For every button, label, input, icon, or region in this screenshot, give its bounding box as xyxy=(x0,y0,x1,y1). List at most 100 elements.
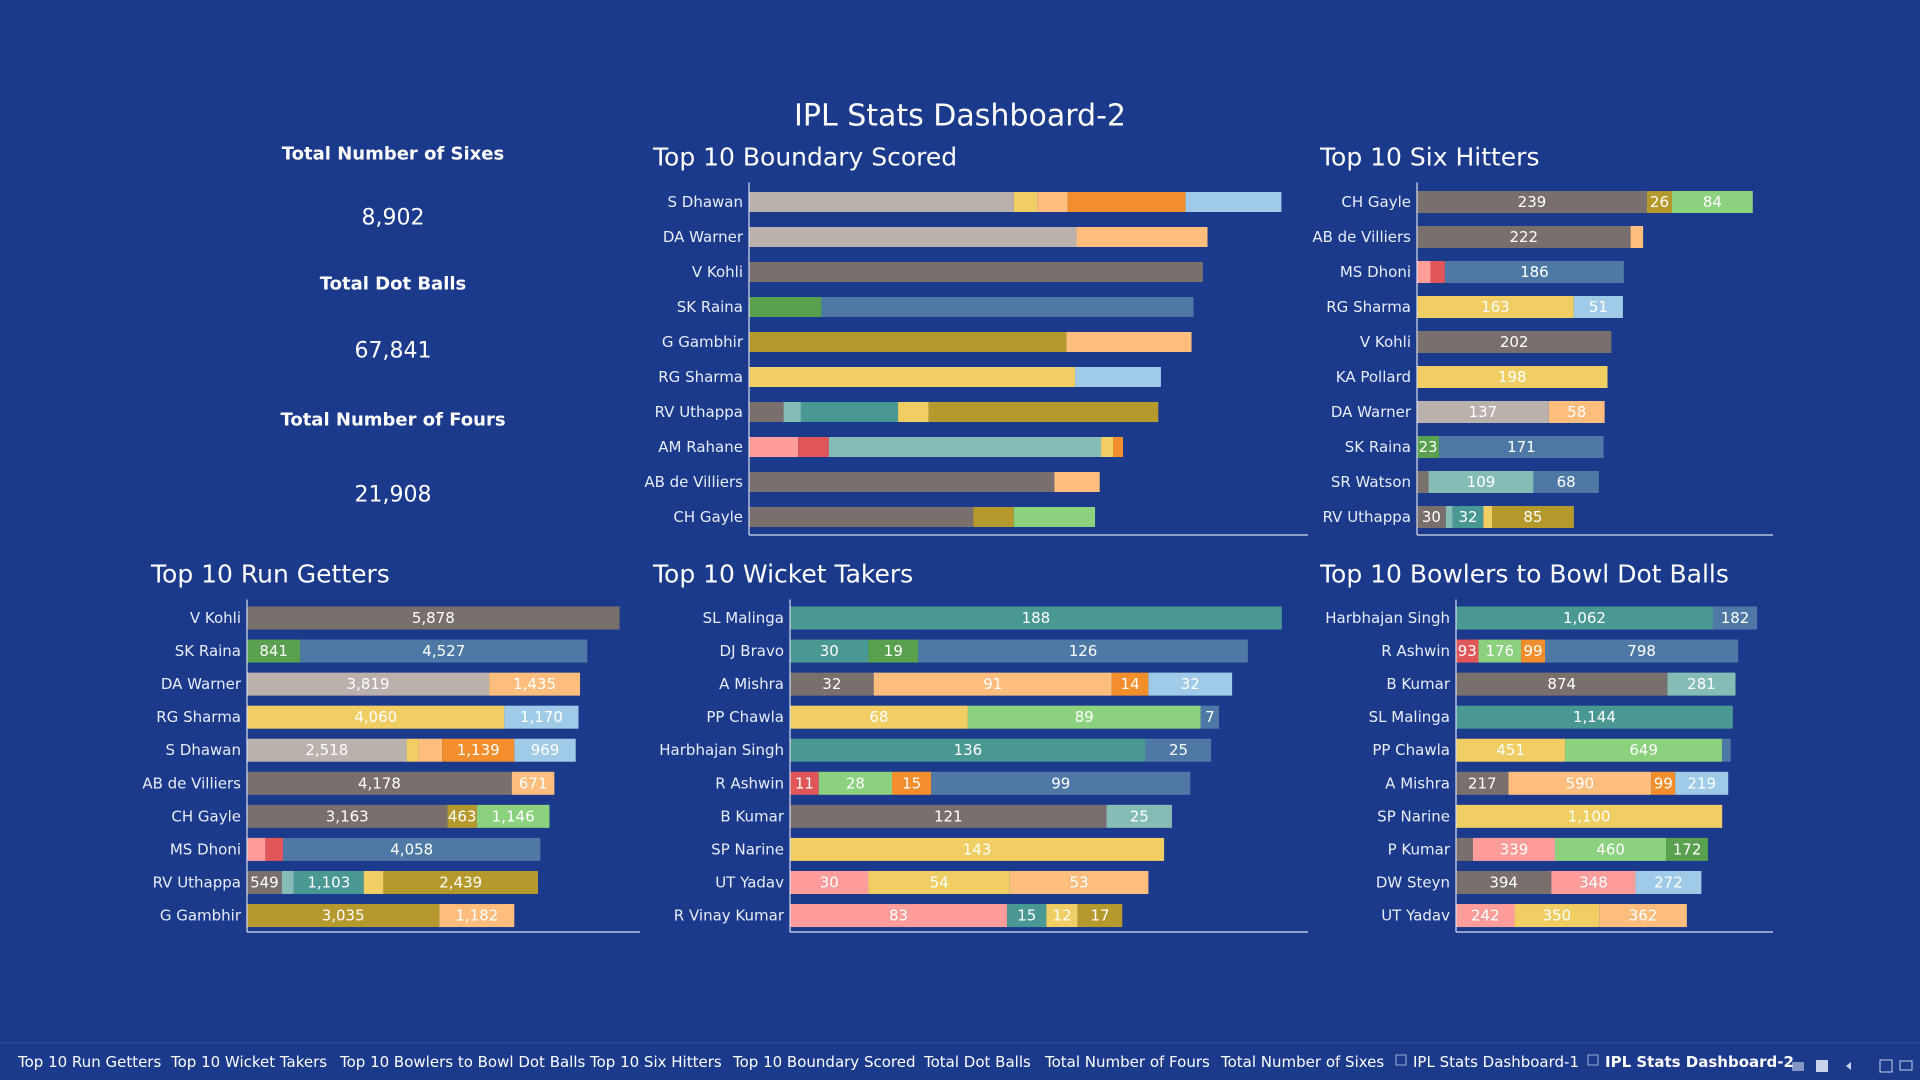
bar-segment xyxy=(790,672,874,696)
bar-segment xyxy=(1456,804,1723,828)
category-label: A Mishra xyxy=(1385,774,1450,792)
category-label: P Kumar xyxy=(1388,840,1451,858)
bar-segment xyxy=(821,297,1194,317)
bar-segment xyxy=(1675,771,1729,795)
data-label: 590 xyxy=(1566,774,1595,792)
bar-segment xyxy=(1671,191,1753,213)
bar-segment xyxy=(1200,705,1220,729)
tab[interactable]: IPL Stats Dashboard-2 xyxy=(1605,1053,1794,1071)
data-label: 93 xyxy=(1458,642,1477,660)
bar-segment xyxy=(511,771,555,795)
icon xyxy=(1879,1059,1893,1073)
bar-segment xyxy=(1514,904,1600,928)
data-label: 1,144 xyxy=(1573,708,1616,726)
bar-segment xyxy=(1533,471,1599,493)
bar-segment xyxy=(1075,367,1161,387)
data-label: 91 xyxy=(983,675,1002,693)
bar-segment xyxy=(749,227,1077,247)
tab-icon xyxy=(1395,1054,1407,1066)
bar-segment xyxy=(749,472,1055,492)
category-label: RV Uthappa xyxy=(153,873,241,891)
category-label: SL Malinga xyxy=(703,609,784,627)
bar-segment xyxy=(749,437,799,457)
bar-segment xyxy=(790,804,1107,828)
tab[interactable]: Total Number of Sixes xyxy=(1220,1053,1384,1071)
bar-segment xyxy=(1521,639,1546,663)
kpi-label: Total Dot Balls xyxy=(320,274,467,295)
data-label: 17 xyxy=(1090,907,1109,925)
bar-segment xyxy=(1565,738,1723,762)
dashboard-title: IPL Stats Dashboard-2 xyxy=(794,99,1126,134)
category-label: CH Gayle xyxy=(1341,193,1411,211)
bar-segment xyxy=(868,870,1010,894)
tab[interactable]: Top 10 Boundary Scored xyxy=(732,1053,915,1071)
category-label: RV Uthappa xyxy=(1323,508,1411,526)
bar-segment xyxy=(447,804,477,828)
bar-segment xyxy=(247,904,440,928)
bar-segment xyxy=(1076,227,1208,247)
tab[interactable]: Top 10 Bowlers to Bowl Dot Balls xyxy=(339,1053,586,1071)
bar-segment xyxy=(790,904,1008,928)
bar-segment xyxy=(749,332,1067,352)
data-label: 3,819 xyxy=(347,675,390,693)
bar-segment xyxy=(1037,192,1068,212)
bar-segment xyxy=(1551,870,1636,894)
data-label: 19 xyxy=(884,642,903,660)
data-label: 202 xyxy=(1500,333,1529,351)
data-label: 186 xyxy=(1520,263,1549,281)
chart-title: Top 10 Bowlers to Bowl Dot Balls xyxy=(1319,560,1729,589)
bar-segment xyxy=(1483,506,1493,528)
bar-segment xyxy=(1548,401,1605,423)
tab[interactable]: IPL Stats Dashboard-1 xyxy=(1413,1053,1579,1071)
bar-segment xyxy=(1646,191,1672,213)
category-label: RV Uthappa xyxy=(655,403,743,421)
tab[interactable]: Top 10 Run Getters xyxy=(17,1053,161,1071)
data-label: 176 xyxy=(1485,642,1514,660)
bar-segment xyxy=(892,771,932,795)
bar-segment xyxy=(873,672,1112,696)
tab[interactable]: Total Dot Balls xyxy=(923,1053,1031,1071)
bar-segment xyxy=(1185,192,1282,212)
category-label: CH Gayle xyxy=(171,807,241,825)
category-label: SK Raina xyxy=(1345,438,1411,456)
data-label: 394 xyxy=(1489,873,1518,891)
data-label: 272 xyxy=(1654,873,1683,891)
bar-segment xyxy=(798,437,829,457)
category-label: SP Narine xyxy=(1377,807,1450,825)
data-label: 1,182 xyxy=(455,907,498,925)
bar-segment xyxy=(1077,904,1123,928)
bar-segment xyxy=(293,870,364,894)
data-label: 798 xyxy=(1627,642,1656,660)
bar-segment xyxy=(1456,705,1733,729)
icon xyxy=(1792,1062,1804,1071)
bar-segment xyxy=(1417,296,1574,318)
bar-segment xyxy=(1545,639,1739,663)
bar-segment xyxy=(1430,261,1445,283)
bar-segment xyxy=(1456,639,1479,663)
bar-segment xyxy=(790,771,819,795)
data-label: 99 xyxy=(1524,642,1543,660)
bar-segment xyxy=(1573,296,1623,318)
data-label: 99 xyxy=(1654,774,1673,792)
tab[interactable]: Top 10 Wicket Takers xyxy=(170,1053,327,1071)
tab[interactable]: Total Number of Fours xyxy=(1044,1053,1210,1071)
kpi-label: Total Number of Sixes xyxy=(282,144,504,165)
data-label: 83 xyxy=(889,907,908,925)
data-label: 4,060 xyxy=(354,708,397,726)
data-label: 460 xyxy=(1596,840,1625,858)
bar-segment xyxy=(1417,436,1440,458)
bar-segment xyxy=(1456,738,1566,762)
data-label: 4,058 xyxy=(390,840,433,858)
category-label: UT Yadav xyxy=(715,873,784,891)
category-label: DA Warner xyxy=(1331,403,1412,421)
tab[interactable]: Top 10 Six Hitters xyxy=(589,1053,722,1071)
chart-title: Top 10 Six Hitters xyxy=(1319,143,1539,172)
data-label: 1,146 xyxy=(492,807,535,825)
bar-segment xyxy=(1651,771,1676,795)
category-label: A Mishra xyxy=(719,675,784,693)
data-label: 121 xyxy=(934,807,963,825)
bar-segment xyxy=(281,870,294,894)
bar-segment xyxy=(247,870,282,894)
category-label: PP Chawla xyxy=(706,708,784,726)
icon xyxy=(1816,1060,1828,1072)
